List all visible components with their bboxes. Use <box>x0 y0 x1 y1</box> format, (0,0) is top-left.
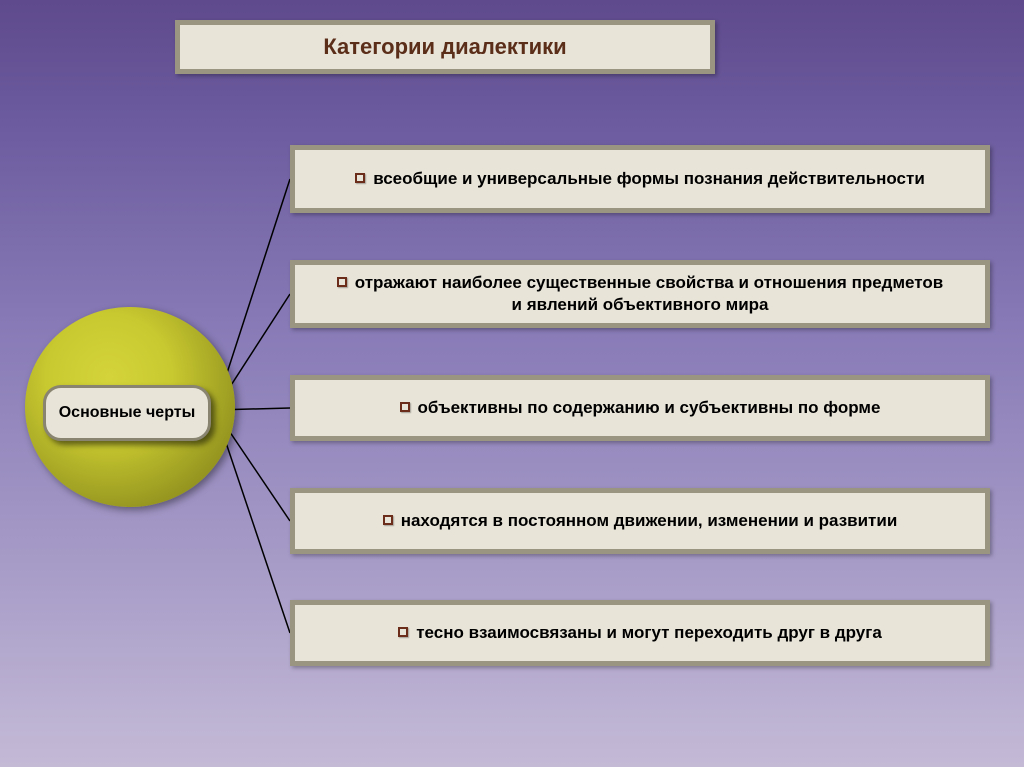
feature-text-2: отражают наиболее существенные свойства … <box>335 272 945 316</box>
hub-label-text: Основные черты <box>59 403 196 422</box>
feature-box-4: находятся в постоянном движении, изменен… <box>290 488 990 554</box>
bullet-icon <box>398 627 408 637</box>
hub-circle: Основные черты <box>25 307 235 507</box>
bullet-icon <box>383 515 393 525</box>
bullet-icon <box>400 402 410 412</box>
feature-box-1: всеобщие и универсальные формы познания … <box>290 145 990 213</box>
bullet-icon <box>337 277 347 287</box>
feature-text-4: находятся в постоянном движении, изменен… <box>383 510 898 532</box>
feature-box-3: объективны по содержанию и субъективны п… <box>290 375 990 441</box>
feature-box-2: отражают наиболее существенные свойства … <box>290 260 990 328</box>
feature-text-1: всеобщие и универсальные формы познания … <box>355 168 925 190</box>
title-text: Категории диалектики <box>323 34 566 60</box>
title-box: Категории диалектики <box>175 20 715 74</box>
feature-text-3: объективны по содержанию и субъективны п… <box>400 397 881 419</box>
feature-text-5: тесно взаимосвязаны и могут переходить д… <box>398 622 882 644</box>
bullet-icon <box>355 173 365 183</box>
hub-label-box: Основные черты <box>43 385 211 441</box>
feature-box-5: тесно взаимосвязаны и могут переходить д… <box>290 600 990 666</box>
